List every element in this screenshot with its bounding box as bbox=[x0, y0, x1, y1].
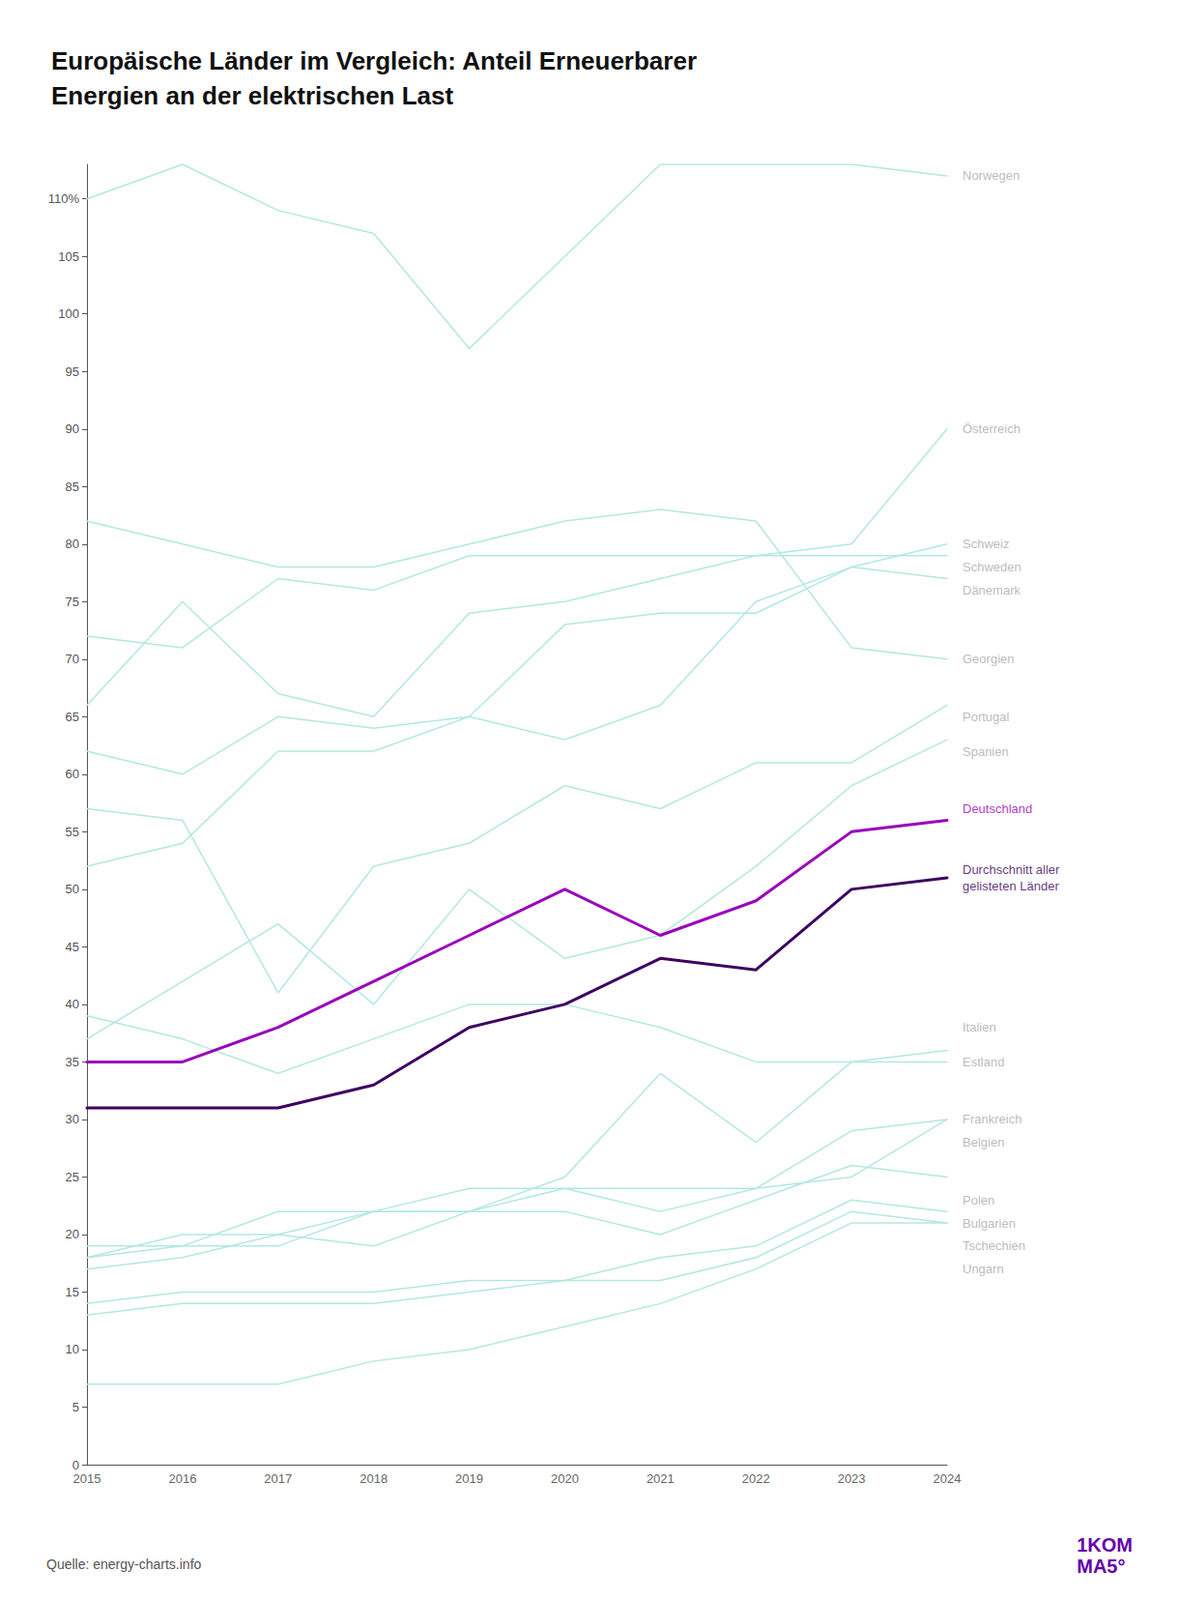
svg-text:90: 90 bbox=[65, 421, 80, 436]
svg-text:Norwegen: Norwegen bbox=[962, 168, 1020, 183]
svg-text:Estland: Estland bbox=[962, 1054, 1005, 1069]
svg-text:60: 60 bbox=[65, 766, 80, 781]
svg-text:2018: 2018 bbox=[359, 1470, 388, 1486]
svg-text:10: 10 bbox=[65, 1341, 80, 1356]
svg-text:15: 15 bbox=[65, 1284, 80, 1299]
svg-text:20: 20 bbox=[65, 1226, 80, 1241]
svg-text:Europäische Länder im Vergleic: Europäische Länder im Vergleich: Anteil … bbox=[51, 46, 697, 76]
svg-text:2020: 2020 bbox=[550, 1470, 579, 1486]
svg-text:2015: 2015 bbox=[73, 1470, 102, 1486]
svg-text:80: 80 bbox=[65, 536, 80, 551]
svg-text:Dänemark: Dänemark bbox=[962, 582, 1021, 598]
svg-text:35: 35 bbox=[65, 1054, 80, 1069]
svg-text:2024: 2024 bbox=[933, 1470, 962, 1486]
svg-text:Quelle: energy-charts.info: Quelle: energy-charts.info bbox=[46, 1555, 202, 1572]
svg-text:0: 0 bbox=[72, 1457, 80, 1472]
svg-text:Portugal: Portugal bbox=[962, 709, 1010, 724]
svg-text:5: 5 bbox=[72, 1399, 80, 1414]
svg-text:2022: 2022 bbox=[742, 1470, 771, 1486]
svg-text:MA5°: MA5° bbox=[1076, 1554, 1125, 1577]
svg-text:110%: 110% bbox=[48, 191, 81, 206]
svg-text:105: 105 bbox=[57, 249, 80, 264]
svg-text:Ungarn: Ungarn bbox=[962, 1261, 1005, 1276]
svg-text:Energien an der elektrischen L: Energien an der elektrischen Last bbox=[51, 81, 454, 111]
svg-text:1KOM: 1KOM bbox=[1076, 1533, 1133, 1555]
svg-text:95: 95 bbox=[65, 364, 80, 379]
svg-text:50: 50 bbox=[65, 881, 80, 896]
svg-text:2017: 2017 bbox=[263, 1470, 292, 1486]
svg-text:Spanien: Spanien bbox=[962, 744, 1009, 759]
svg-text:85: 85 bbox=[65, 479, 80, 494]
svg-text:Deutschland: Deutschland bbox=[962, 801, 1033, 816]
svg-text:65: 65 bbox=[65, 709, 80, 724]
svg-text:Italien: Italien bbox=[962, 1019, 997, 1035]
svg-text:55: 55 bbox=[65, 824, 80, 839]
svg-text:2019: 2019 bbox=[455, 1470, 484, 1486]
svg-text:45: 45 bbox=[65, 939, 80, 954]
svg-text:gelisteten Länder: gelisteten Länder bbox=[962, 878, 1060, 893]
svg-text:Schweden: Schweden bbox=[962, 559, 1022, 575]
svg-text:30: 30 bbox=[65, 1111, 80, 1126]
svg-text:40: 40 bbox=[65, 996, 80, 1011]
svg-text:70: 70 bbox=[65, 651, 80, 666]
svg-text:2021: 2021 bbox=[646, 1470, 675, 1486]
svg-text:Durchschnitt aller: Durchschnitt aller bbox=[962, 862, 1061, 877]
svg-text:Bulgarien: Bulgarien bbox=[962, 1215, 1016, 1231]
svg-text:2023: 2023 bbox=[837, 1470, 866, 1486]
svg-text:Belgien: Belgien bbox=[962, 1134, 1005, 1150]
svg-text:Österreich: Österreich bbox=[962, 421, 1021, 436]
svg-text:Georgien: Georgien bbox=[962, 651, 1014, 666]
svg-text:Polen: Polen bbox=[962, 1192, 995, 1208]
svg-text:Frankreich: Frankreich bbox=[962, 1111, 1022, 1126]
svg-text:75: 75 bbox=[65, 594, 80, 609]
svg-text:Schweiz: Schweiz bbox=[962, 536, 1009, 551]
svg-text:2016: 2016 bbox=[168, 1470, 197, 1486]
svg-text:25: 25 bbox=[65, 1169, 80, 1184]
svg-text:100: 100 bbox=[57, 306, 80, 321]
svg-text:Tschechien: Tschechien bbox=[962, 1237, 1026, 1253]
